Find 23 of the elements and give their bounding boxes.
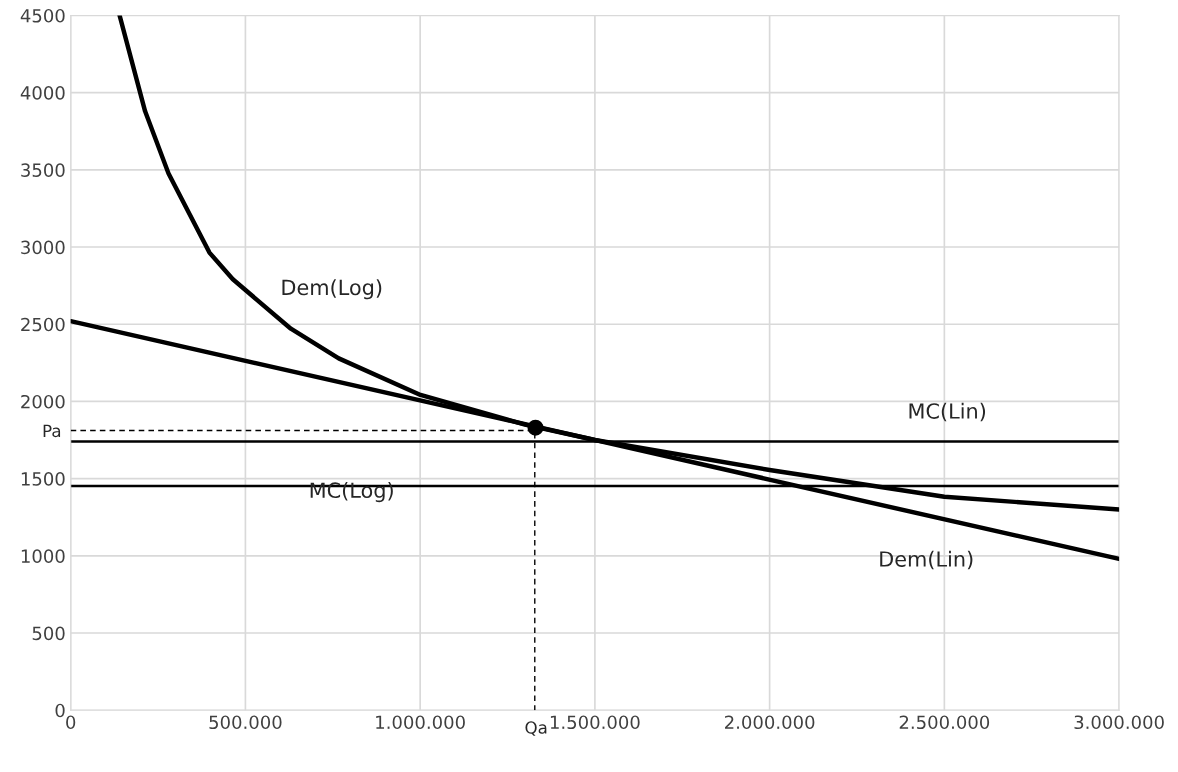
annotation: Dem(Log) [282, 279, 382, 300]
x-tick-label: 2.500.000 [899, 715, 990, 730]
annotation: MC(Lin) [909, 402, 986, 422]
y-tick-label: 2000 [21, 394, 65, 409]
y-tick-label: 2500 [21, 317, 65, 332]
y-tick-label: 500 [32, 626, 65, 641]
x-tick-label: 1.500.000 [550, 715, 640, 730]
x-tick-label: 2.000.000 [725, 715, 815, 730]
y-tick-label: 1500 [21, 472, 65, 486]
y-tick-label: 0 [55, 703, 65, 718]
annotation: MC(Log) [310, 482, 393, 503]
y-tick-label: 3000 [21, 240, 65, 255]
y-tick-label: 4500 [20, 8, 65, 23]
x-tick-label: 0 [66, 715, 76, 730]
annotation: Dem(Lin) [880, 550, 973, 570]
text: Qa [525, 721, 547, 736]
x-tick-label: 3.000.000 [1074, 715, 1164, 730]
y-tick-label: 3500 [21, 163, 65, 177]
y-tick-label: 4000 [20, 86, 65, 100]
x-tick-label: 500.000 [209, 715, 282, 730]
y-tick-label: 1000 [21, 549, 65, 563]
x-tick-label: 1.000.000 [376, 715, 465, 730]
text: Pa [43, 424, 61, 438]
